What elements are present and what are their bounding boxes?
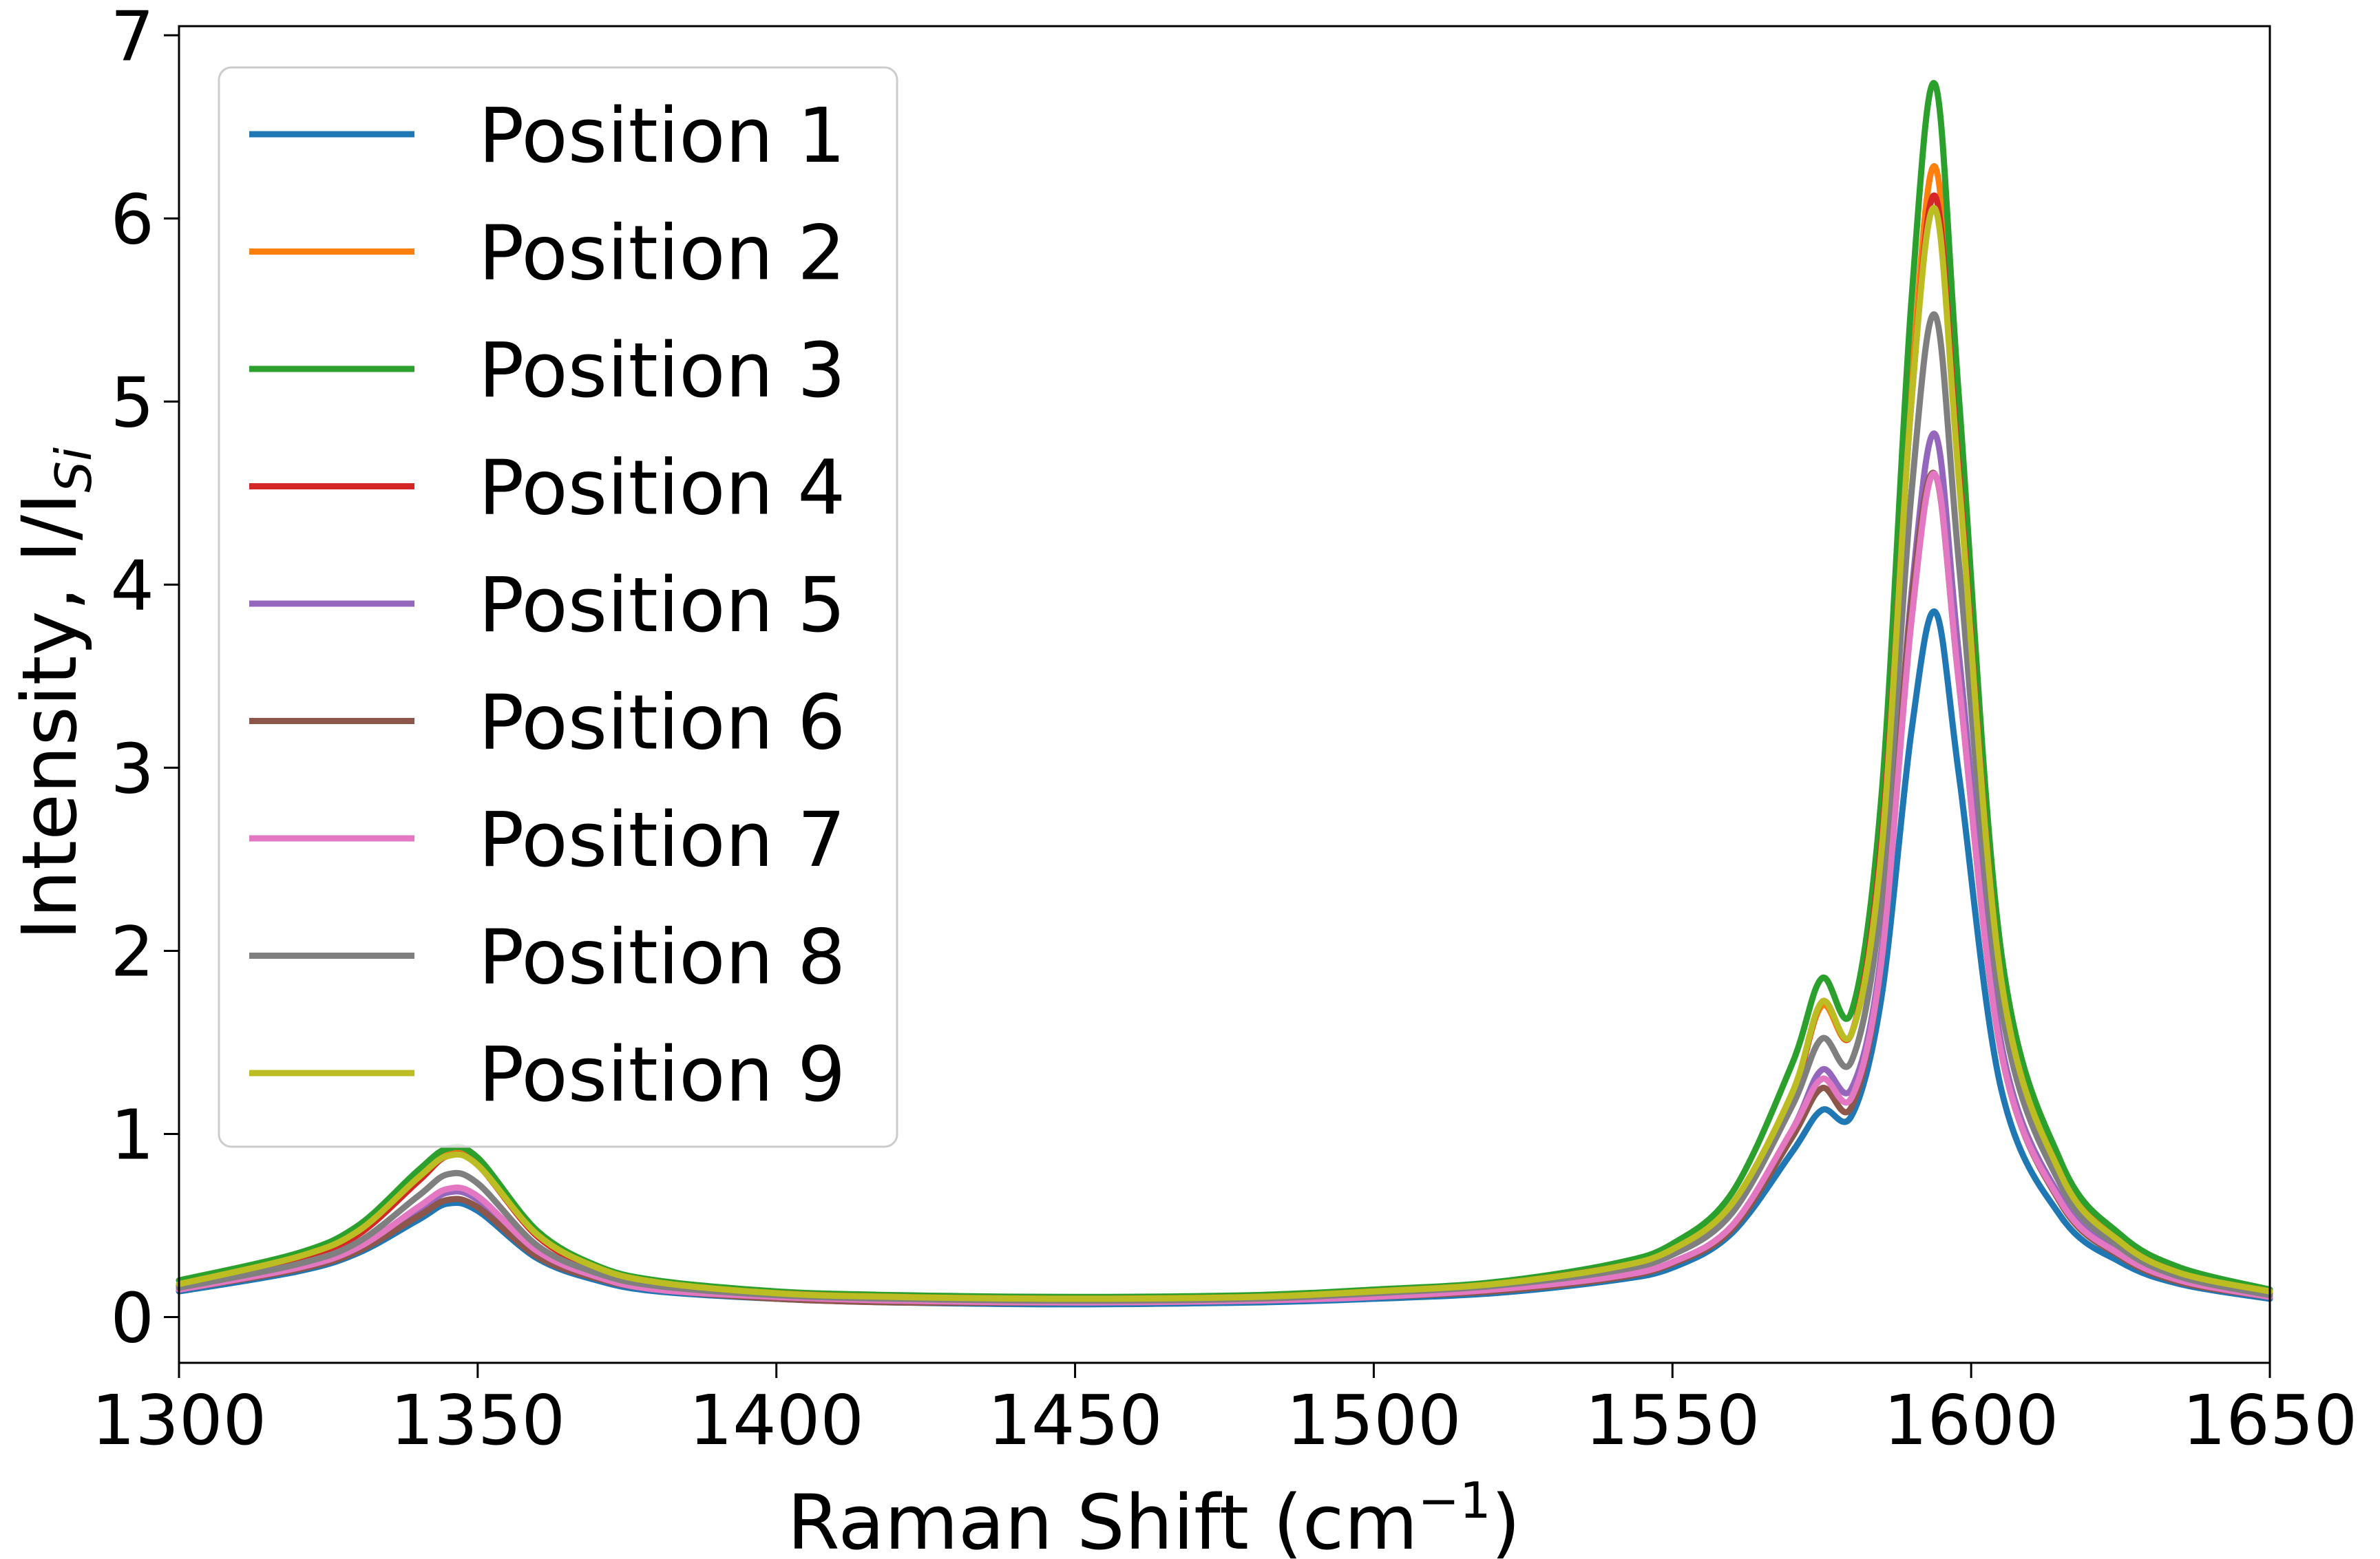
series-line-position-9 [176, 204, 2273, 1302]
series-line-position-7 [176, 470, 2273, 1306]
legend-label: Position 6 [478, 679, 845, 767]
x-tick-label: 1650 [2182, 1380, 2358, 1461]
x-tick-label: 1550 [1585, 1380, 1760, 1461]
plot-frame [178, 25, 2271, 1364]
x-tick-label: 1400 [688, 1380, 864, 1461]
x-tick-label: 1350 [390, 1380, 566, 1461]
x-tick-label: 1500 [1286, 1380, 1462, 1461]
legend-label: Position 9 [478, 1030, 845, 1118]
y-axis-label: Intensity, I/ISi [6, 447, 103, 940]
x-tick-label: 1450 [987, 1380, 1163, 1461]
legend-label: Position 8 [478, 913, 845, 1001]
y-tick-label: 0 [110, 1277, 154, 1358]
x-tick-label: 1600 [1884, 1380, 2059, 1461]
y-tick-label: 4 [110, 545, 154, 626]
x-axis-label: Raman Shift (cm−1) [787, 1472, 1520, 1559]
x-tick-label: 1300 [92, 1380, 267, 1461]
legend-label: Position 5 [478, 561, 845, 649]
x-axis: 1300 1350 1400 1450 1500 1550 1600 1650 [92, 1363, 2358, 1461]
legend-box [218, 66, 898, 1148]
y-tick-label: 3 [110, 728, 154, 809]
legend-items: Position 1 Position 2 Position 3 Position 4… [249, 92, 845, 1118]
y-tick-label: 5 [110, 362, 154, 443]
legend-label: Position 2 [478, 209, 845, 297]
y-tick-label: 1 [110, 1094, 154, 1175]
y-tick-label: 7 [110, 0, 154, 76]
series-line-position-8 [176, 311, 2273, 1304]
legend-label: Position 4 [478, 444, 845, 532]
legend-label: Position 7 [478, 796, 845, 884]
x-axis-label-tail: ) [1491, 1478, 1521, 1559]
x-axis-label-sup: −1 [1418, 1472, 1491, 1529]
x-axis-label-main: Raman Shift (cm [787, 1478, 1418, 1559]
legend-label: Position 3 [478, 326, 845, 414]
y-tick-label: 2 [110, 911, 154, 992]
y-tick-label: 6 [110, 179, 154, 259]
series-layer [176, 80, 2273, 1308]
legend-label: Position 1 [478, 92, 845, 180]
y-axis: 0 1 2 3 4 5 6 7 [110, 0, 179, 1358]
y-axis-label-sub: Si [45, 447, 103, 493]
legend: Position 1 Position 2 Position 3 Position 4… [218, 66, 898, 1148]
y-axis-label-main: Intensity, I/I [6, 493, 94, 941]
